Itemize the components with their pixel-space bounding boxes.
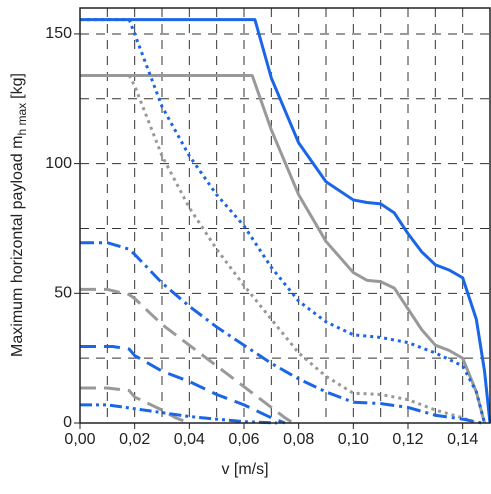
x-tick-label: 0,12 (392, 431, 423, 448)
x-tick-label: 0,04 (174, 431, 205, 448)
line-series (80, 18, 486, 424)
line-series (80, 73, 486, 424)
y-tick-label: 100 (45, 155, 72, 172)
line-series (80, 18, 491, 424)
plot-frame (79, 7, 491, 424)
x-tick-label: 0,08 (283, 431, 314, 448)
x-tick-label: 0,14 (447, 431, 478, 448)
y-tick-label: 50 (54, 285, 72, 302)
line-series (80, 241, 483, 425)
y-label-unit: [kg] (9, 73, 26, 99)
x-axis-label: v [m/s] (221, 461, 268, 478)
y-tick-label: 0 (63, 414, 72, 431)
y-tick-label: 150 (45, 25, 72, 42)
x-tick-label: 0,02 (119, 431, 150, 448)
y-label-main: Maximum horizontal payload m (9, 136, 26, 357)
line-series (80, 386, 190, 425)
y-axis-label: Maximum horizontal payload mh max [kg] (9, 73, 29, 357)
line-series (80, 344, 286, 425)
line-series (80, 403, 277, 425)
line-series (80, 287, 295, 425)
x-tick-label: 0,06 (228, 431, 259, 448)
x-tick-label: 0,10 (338, 431, 369, 448)
y-label-sub: h max (15, 103, 29, 136)
line-series (80, 73, 477, 425)
x-tick-label: 0,00 (64, 431, 95, 448)
